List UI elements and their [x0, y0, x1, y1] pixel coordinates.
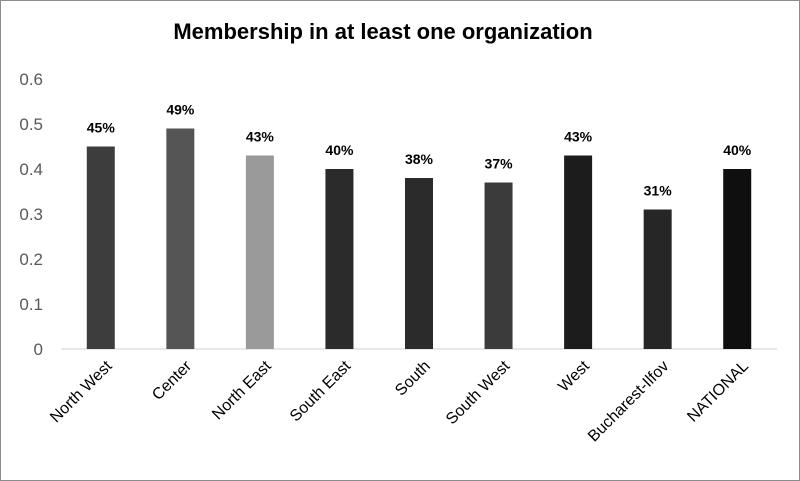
data-label: 38%: [405, 151, 434, 167]
x-tick-label: West: [555, 357, 593, 395]
bar: [245, 155, 274, 349]
x-tick-label: Bucharest-Ilfov: [585, 358, 672, 445]
y-tick-label: 0.4: [19, 160, 43, 179]
data-label: 37%: [485, 156, 514, 172]
x-tick-label: North West: [47, 357, 116, 426]
x-tick-label: South: [392, 358, 434, 400]
x-tick-label: Center: [149, 357, 195, 403]
x-tick-label: South West: [443, 357, 514, 428]
bar: [166, 128, 195, 349]
bar: [325, 169, 354, 349]
bar: [484, 182, 513, 349]
y-tick-label: 0.3: [19, 205, 43, 224]
data-label: 40%: [723, 142, 752, 158]
bar: [86, 146, 115, 349]
y-tick-label: 0.2: [19, 250, 43, 269]
data-label: 45%: [87, 120, 116, 136]
data-label: 43%: [246, 129, 275, 145]
bar: [723, 169, 752, 349]
x-tick-label: South East: [287, 357, 355, 425]
x-tick-label: NATIONAL: [684, 358, 752, 426]
data-label: 31%: [644, 183, 673, 199]
bar: [405, 178, 433, 349]
y-tick-label: 0.1: [19, 295, 43, 314]
data-label: 40%: [325, 142, 354, 158]
x-tick-label: North East: [209, 357, 275, 423]
bar: [564, 155, 593, 349]
chart-title: Membership in at least one organization: [173, 19, 593, 44]
data-label: 49%: [166, 102, 195, 118]
data-label: 43%: [564, 129, 593, 145]
y-tick-label: 0.6: [19, 70, 43, 89]
bar: [643, 209, 672, 349]
y-tick-label: 0: [34, 340, 43, 359]
y-tick-label: 0.5: [19, 115, 43, 134]
